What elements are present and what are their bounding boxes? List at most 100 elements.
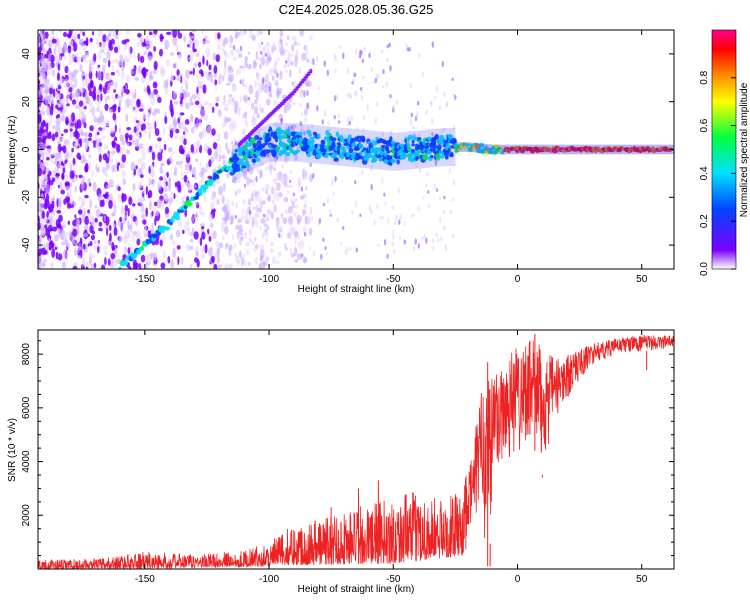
noise-dot [244, 219, 250, 225]
noise-dot [241, 115, 247, 119]
noise-dot [265, 75, 270, 86]
noise-dot [143, 87, 147, 93]
noise-dot [59, 77, 62, 87]
noise-dot [360, 50, 363, 55]
trace-band [385, 132, 389, 171]
noise-dot [417, 100, 420, 106]
noise-dot [240, 261, 243, 268]
noise-dot [235, 191, 238, 197]
noise-dot [221, 235, 225, 241]
noise-dot [175, 43, 180, 52]
trace-band [254, 130, 257, 169]
noise-dot [180, 196, 185, 201]
noise-dot [192, 67, 195, 76]
trace-blob [439, 155, 445, 159]
trace-blob [235, 166, 241, 172]
noise-dot [165, 198, 170, 203]
trace-band [241, 137, 245, 176]
trace-band [271, 123, 275, 162]
noise-dot [181, 176, 184, 181]
snr-line [38, 334, 674, 569]
noise-dot [179, 135, 184, 143]
noise-dot [103, 51, 108, 56]
noise-dot [190, 101, 195, 106]
noise-dot [67, 151, 73, 159]
noise-dot [175, 229, 181, 238]
noise-dot [136, 120, 139, 124]
noise-dot [91, 169, 94, 178]
noise-dot [115, 33, 119, 40]
noise-dot [77, 33, 81, 39]
noise-dot [140, 162, 146, 170]
noise-dot [274, 79, 279, 84]
noise-dot [443, 91, 446, 97]
noise-dot [96, 241, 101, 247]
noise-dot [264, 229, 268, 233]
noise-dot [198, 131, 203, 140]
noise-dot [259, 244, 264, 250]
noise-dot [157, 137, 162, 142]
noise-dot [73, 131, 76, 137]
noise-dot [226, 117, 232, 122]
noise-dot [67, 191, 70, 198]
noise-dot [75, 218, 80, 228]
noise-dot [312, 250, 316, 257]
noise-dot [87, 209, 90, 214]
noise-dot [38, 251, 42, 257]
noise-dot [272, 42, 275, 49]
x-tick-label: 50 [636, 574, 648, 585]
noise-dot [176, 69, 180, 76]
noise-dot [130, 70, 134, 75]
noise-dot [335, 94, 338, 101]
spectrogram-ylabel: Frequency (Hz) [7, 116, 18, 185]
snr-ylabel: SNR (10 * v/v) [7, 418, 18, 482]
noise-dot [100, 71, 104, 81]
noise-dot [306, 102, 309, 109]
trace-band [651, 144, 655, 155]
noise-dot [58, 200, 62, 210]
noise-dot [438, 104, 442, 111]
noise-dot [172, 35, 178, 46]
noise-dot [276, 192, 280, 203]
trace-band [517, 144, 521, 155]
noise-dot [130, 223, 133, 234]
noise-dot [82, 92, 86, 96]
noise-dot [73, 42, 78, 52]
noise-dot [152, 81, 158, 89]
x-tick-label: -50 [386, 274, 401, 285]
noise-dot [70, 93, 76, 99]
noise-dot [241, 128, 247, 136]
noise-dot [148, 264, 151, 269]
noise-dot [115, 58, 119, 64]
noise-dot [56, 93, 61, 99]
noise-dot [125, 88, 130, 95]
trace-blob [436, 144, 442, 151]
noise-dot [316, 105, 319, 112]
noise-dot [200, 246, 206, 253]
noise-dot [284, 155, 289, 164]
noise-dot [56, 114, 61, 118]
noise-dot [99, 30, 104, 37]
noise-dot [76, 119, 82, 129]
trace-band [467, 142, 471, 152]
noise-dot [195, 53, 200, 57]
noise-dot [259, 161, 264, 167]
noise-dot [286, 183, 289, 189]
noise-dot [421, 71, 425, 78]
noise-dot [187, 227, 191, 236]
noise-dot [134, 262, 140, 269]
noise-dot [218, 143, 222, 154]
noise-dot [174, 181, 178, 188]
trace-blob [274, 138, 279, 143]
trace-band [641, 144, 645, 155]
noise-dot [107, 74, 112, 82]
noise-dot [105, 185, 110, 189]
noise-dot [194, 211, 199, 221]
noise-dot [224, 52, 229, 59]
noise-dot [71, 99, 77, 105]
noise-dot [248, 228, 252, 237]
trace-blob [359, 150, 363, 156]
noise-dot [124, 106, 127, 110]
noise-dot [190, 264, 193, 269]
trace-band [510, 144, 513, 155]
